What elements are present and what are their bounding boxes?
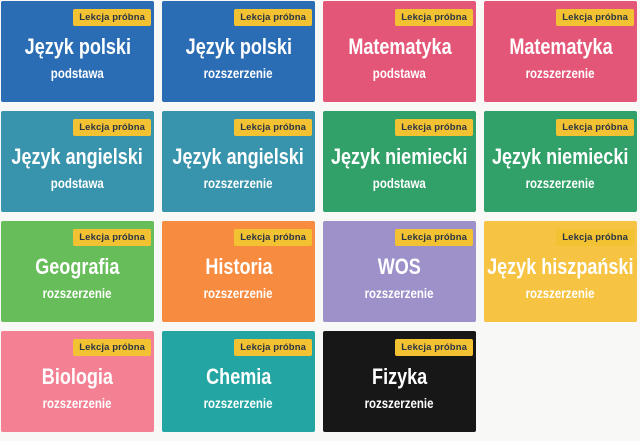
trial-lesson-badge: Lekcja próbna — [234, 229, 312, 246]
subject-card-jezyk-niemiecki-rozszerzenie[interactable]: Lekcja próbna Język niemiecki rozszerzen… — [484, 111, 637, 212]
subject-title: Język polski — [24, 34, 131, 60]
subject-card-chemia-rozszerzenie[interactable]: Lekcja próbna Chemia rozszerzenie — [162, 331, 315, 432]
subject-title: Historia — [204, 254, 273, 280]
trial-lesson-badge: Lekcja próbna — [73, 229, 151, 246]
subject-card-fizyka-rozszerzenie[interactable]: Lekcja próbna Fizyka rozszerzenie — [323, 331, 476, 432]
subject-level: rozszerzenie — [204, 175, 273, 192]
subject-title: Język angielski — [172, 144, 305, 170]
trial-lesson-badge: Lekcja próbna — [556, 119, 634, 136]
subject-title: Język niemiecki — [331, 144, 468, 170]
subject-card-matematyka-rozszerzenie[interactable]: Lekcja próbna Matematyka rozszerzenie — [484, 1, 637, 102]
subject-title: Język niemiecki — [492, 144, 629, 170]
subject-level: rozszerzenie — [526, 175, 595, 192]
subject-card-jezyk-polski-podstawa[interactable]: Lekcja próbna Język polski podstawa — [1, 1, 154, 102]
trial-lesson-badge: Lekcja próbna — [556, 229, 634, 246]
subject-level: rozszerzenie — [526, 65, 595, 82]
subject-card-jezyk-polski-rozszerzenie[interactable]: Lekcja próbna Język polski rozszerzenie — [162, 1, 315, 102]
trial-lesson-badge: Lekcja próbna — [234, 9, 312, 26]
subject-level: rozszerzenie — [204, 65, 273, 82]
subject-level: rozszerzenie — [43, 395, 112, 412]
subject-level: rozszerzenie — [365, 395, 434, 412]
trial-lesson-badge: Lekcja próbna — [73, 339, 151, 356]
subject-card-matematyka-podstawa[interactable]: Lekcja próbna Matematyka podstawa — [323, 1, 476, 102]
trial-lesson-badge: Lekcja próbna — [234, 119, 312, 136]
subject-level: podstawa — [373, 65, 426, 82]
subject-title: WOS — [377, 254, 422, 280]
subject-level: podstawa — [51, 65, 104, 82]
subject-level: rozszerzenie — [365, 285, 434, 302]
subject-card-wos-rozszerzenie[interactable]: Lekcja próbna WOS rozszerzenie — [323, 221, 476, 322]
trial-lesson-badge: Lekcja próbna — [234, 339, 312, 356]
subject-level: rozszerzenie — [43, 285, 112, 302]
trial-lesson-badge: Lekcja próbna — [395, 339, 473, 356]
trial-lesson-badge: Lekcja próbna — [395, 229, 473, 246]
subject-level: podstawa — [51, 175, 104, 192]
subject-card-historia-rozszerzenie[interactable]: Lekcja próbna Historia rozszerzenie — [162, 221, 315, 322]
subject-title: Język angielski — [11, 144, 144, 170]
subject-card-biologia-rozszerzenie[interactable]: Lekcja próbna Biologia rozszerzenie — [1, 331, 154, 432]
subject-card-jezyk-angielski-rozszerzenie[interactable]: Lekcja próbna Język angielski rozszerzen… — [162, 111, 315, 212]
subject-title: Matematyka — [508, 34, 613, 60]
subject-level: rozszerzenie — [526, 285, 595, 302]
subject-card-jezyk-niemiecki-podstawa[interactable]: Lekcja próbna Język niemiecki podstawa — [323, 111, 476, 212]
subject-card-geografia-rozszerzenie[interactable]: Lekcja próbna Geografia rozszerzenie — [1, 221, 154, 322]
trial-lesson-badge: Lekcja próbna — [395, 119, 473, 136]
trial-lesson-badge: Lekcja próbna — [395, 9, 473, 26]
subject-title: Język polski — [185, 34, 292, 60]
subject-title: Biologia — [41, 364, 114, 390]
subject-level: podstawa — [373, 175, 426, 192]
subject-level: rozszerzenie — [204, 285, 273, 302]
subject-title: Chemia — [205, 364, 272, 390]
subject-card-grid: Lekcja próbna Język polski podstawa Lekc… — [1, 1, 637, 432]
trial-lesson-badge: Lekcja próbna — [556, 9, 634, 26]
subject-title: Fizyka — [371, 364, 428, 390]
subject-level: rozszerzenie — [204, 395, 273, 412]
subject-title: Język hiszpański — [487, 254, 634, 280]
trial-lesson-badge: Lekcja próbna — [73, 119, 151, 136]
subject-title: Geografia — [35, 254, 120, 280]
subject-card-jezyk-angielski-podstawa[interactable]: Lekcja próbna Język angielski podstawa — [1, 111, 154, 212]
trial-lesson-badge: Lekcja próbna — [73, 9, 151, 26]
subject-title: Matematyka — [347, 34, 452, 60]
subject-card-jezyk-hiszpanski-rozszerzenie[interactable]: Lekcja próbna Język hiszpański rozszerze… — [484, 221, 637, 322]
